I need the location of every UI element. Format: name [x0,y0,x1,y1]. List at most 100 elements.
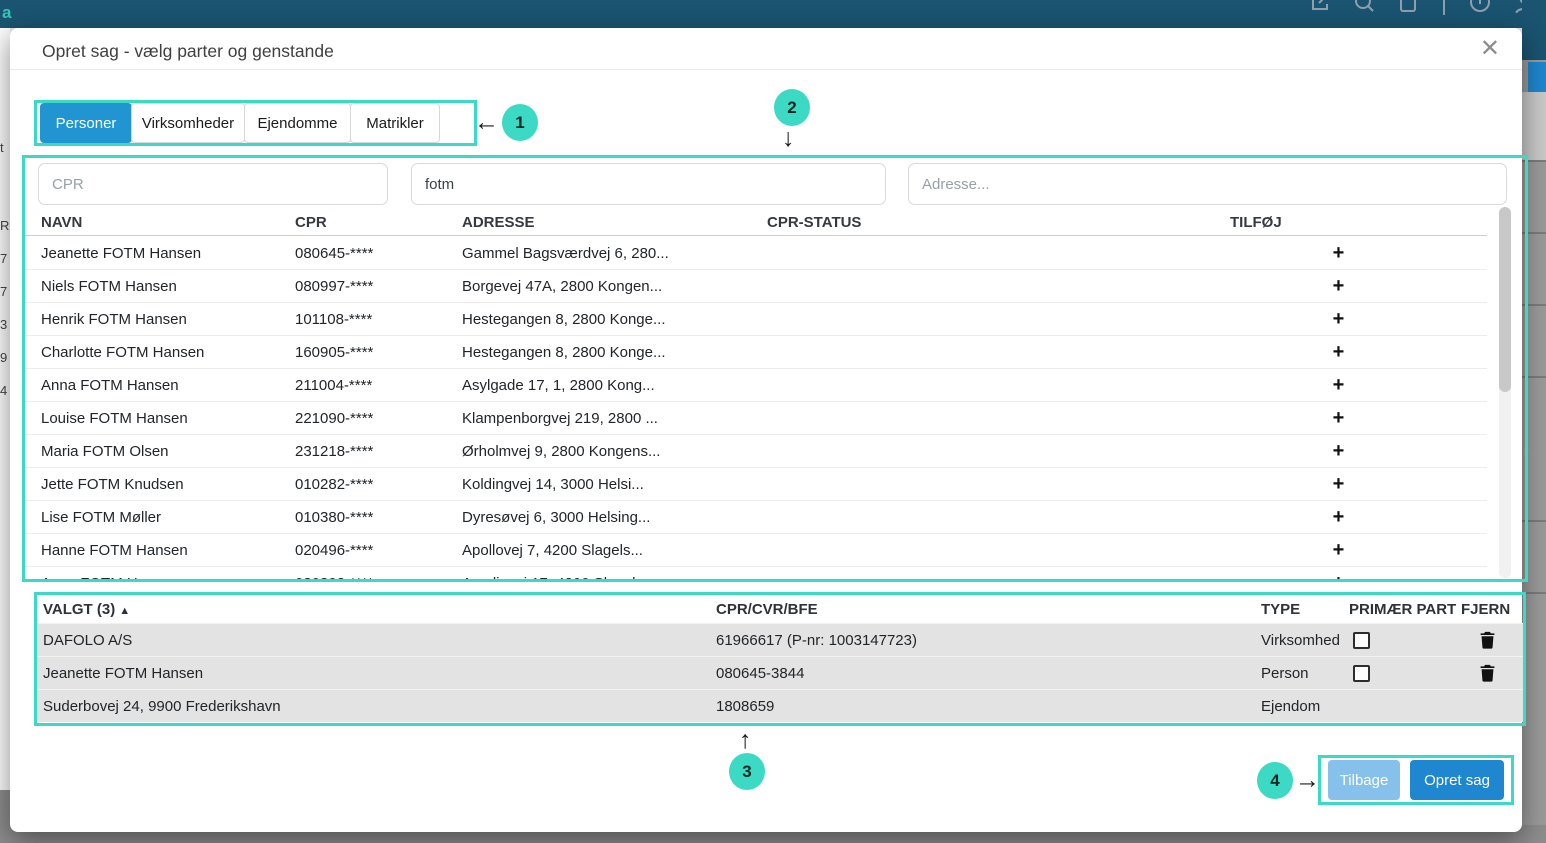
tab-personer[interactable]: Personer [40,103,132,143]
footer-buttons-highlight-box: Tilbage Opret sag [1318,755,1514,805]
table-row: Charlotte FOTM Hansen 160905-**** Hesteg… [25,336,1487,369]
col-cpr-cvr-bfe: CPR/CVR/BFE [716,600,818,618]
cell-type: Virksomhed [1261,631,1340,649]
back-button[interactable]: Tilbage [1328,760,1400,800]
tab-ejendomme[interactable]: Ejendomme [244,103,351,143]
cell-adresse: Asylgade 17, 1, 2800 Kong... [462,376,655,394]
cell-navn: Jeanette FOTM Hansen [41,244,202,262]
cell-cpr: 221090-**** [295,409,374,427]
selected-row: DAFOLO A/S 61966617 (P-nr: 1003147723) V… [37,623,1523,656]
clipped-char: 7 [0,251,8,266]
cell-adresse: Hestegangen 8, 2800 Konge... [462,343,666,361]
background-header-sliver [1522,0,1546,60]
add-person-button[interactable]: + [1332,243,1345,263]
add-person-button[interactable]: + [1333,573,1345,579]
cell-name: Suderbovej 24, 9900 Frederikshavn [43,697,281,715]
trash-icon[interactable] [1479,631,1496,649]
cell-id: 61966617 (P-nr: 1003147723) [716,631,917,649]
annotation-arrow-4: → [1295,766,1320,794]
cell-navn: Maria FOTM Olsen [41,442,169,460]
cell-cpr: 010282-**** [295,475,374,493]
col-navn: NAVN [41,214,83,231]
tab-matrikler[interactable]: Matrikler [350,103,440,143]
sort-asc-icon: ▲ [119,604,131,617]
trash-icon[interactable] [1479,664,1496,682]
cell-cpr: 101108-**** [295,310,373,328]
add-person-button[interactable]: + [1332,540,1345,560]
cell-navn: Henrik FOTM Hansen [41,310,187,328]
cell-cpr: 020496-**** [295,541,374,559]
cell-adresse: Amalievej 17, 4200 Slagel... [462,575,767,580]
scrollbar-thumb[interactable] [1499,207,1511,392]
cell-type: Ejendom [1261,697,1321,715]
col-valgt[interactable]: VALGT (3) ▲ [43,600,131,618]
clipped-char: 9 [0,350,8,365]
clipped-char: R [0,218,10,233]
add-person-button[interactable]: + [1332,309,1345,329]
table-row: Jette FOTM Knudsen 010282-**** Koldingve… [25,468,1487,501]
background-topbar: a [0,0,1546,28]
cell-navn: Lise FOTM Møller [41,508,161,526]
annotation-circle-3: 3 [729,753,765,790]
add-person-button[interactable]: + [1332,342,1345,362]
add-person-button[interactable]: + [1332,408,1345,428]
selected-row: Suderbovej 24, 9900 Frederikshavn 180865… [37,689,1523,722]
add-person-button[interactable]: + [1332,375,1345,395]
add-person-button[interactable]: + [1332,276,1345,296]
table-row: Louise FOTM Hansen 221090-**** Klampenbo… [25,402,1487,435]
table-row-clipped: Anne FOTM Hansen 030392-**** Amalievej 1… [25,567,1487,579]
table-row: Lise FOTM Møller 010380-**** Dyresøvej 6… [25,501,1487,534]
table-scrollbar[interactable] [1499,207,1511,578]
name-search-input[interactable] [411,163,886,205]
dialog-title: Opret sag - vælg parter og genstande [42,41,334,61]
cpr-search-input[interactable] [38,163,388,205]
cell-navn: Niels FOTM Hansen [41,277,177,295]
col-primaer-part: PRIMÆR PART [1349,600,1457,618]
cell-navn: Louise FOTM Hansen [41,409,188,427]
clipped-char: 3 [0,317,8,332]
col-tilfoj: TILFØJ [1230,214,1282,231]
background-gray-block [0,790,10,843]
divider [1443,0,1445,15]
search-results-highlight-box: NAVN CPR ADRESSE CPR-STATUS TILFØJ Jeane… [22,155,1528,582]
cell-cpr: 080645-**** [295,244,374,262]
cell-adresse: Gammel Bagsværdvej 6, 280... [462,244,669,262]
selected-highlight-box: VALGT (3) ▲ CPR/CVR/BFE TYPE PRIMÆR PART … [34,592,1526,726]
background-scrollbar-sliver [1522,92,1546,162]
add-person-button[interactable]: + [1332,474,1345,494]
tab-virksomheder[interactable]: Virksomheder [131,103,245,143]
table-row: Niels FOTM Hansen 080997-**** Borgevej 4… [25,270,1487,303]
cell-adresse: Dyresøvej 6, 3000 Helsing... [462,508,651,526]
close-icon[interactable]: ✕ [1479,35,1500,62]
cell-name: Jeanette FOTM Hansen [43,664,204,682]
cell-cpr: 010380-**** [295,508,374,526]
cell-navn: Charlotte FOTM Hansen [41,343,205,361]
annotation-circle-2: 2 [774,89,810,126]
info-icon [1470,0,1490,12]
cell-adresse: Ørholmvej 9, 2800 Kongens... [462,442,661,460]
open-in-new-icon [1312,0,1329,10]
cell-adresse: Borgevej 47A, 2800 Kongen... [462,277,663,295]
tabs-highlight-box: Personer Virksomheder Ejendomme Matrikle… [34,100,477,146]
search-icon [1355,0,1374,12]
add-person-button[interactable]: + [1332,441,1345,461]
background-button-sliver [1528,62,1546,92]
cell-name: DAFOLO A/S [43,631,133,649]
primary-party-checkbox[interactable] [1353,631,1370,649]
add-person-button[interactable]: + [1332,507,1345,527]
clipped-char: t [0,140,4,155]
create-case-dialog: Opret sag - vælg parter og genstande ✕ P… [10,28,1528,832]
col-cpr-status: CPR-STATUS [767,214,862,231]
col-type: TYPE [1261,600,1301,618]
annotation-circle-1: 1 [502,104,538,141]
background-topbar-icons [1308,0,1538,15]
create-case-button[interactable]: Opret sag [1410,760,1504,800]
cell-adresse: Koldingvej 14, 3000 Helsi... [462,475,644,493]
table-row: Anna FOTM Hansen 211004-**** Asylgade 17… [25,369,1487,402]
address-search-input[interactable] [908,163,1507,205]
cell-adresse: Klampenborgvej 219, 2800 ... [462,409,658,427]
primary-party-checkbox[interactable] [1353,664,1370,682]
cell-navn: Hanne FOTM Hansen [41,541,188,559]
clipboard-icon [1400,0,1416,12]
persons-table-body: Jeanette FOTM Hansen 080645-**** Gammel … [25,237,1487,579]
